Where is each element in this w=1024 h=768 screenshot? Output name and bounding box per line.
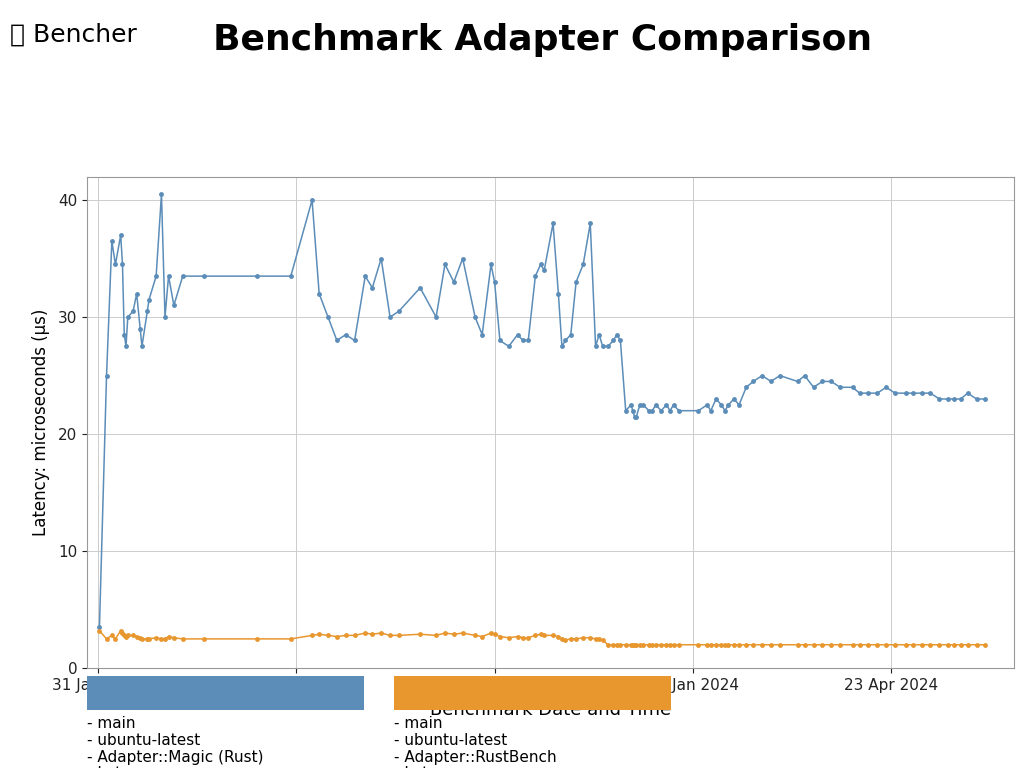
Text: - ubuntu-latest: - ubuntu-latest — [87, 733, 201, 748]
Text: 🐰 Bencher: 🐰 Bencher — [10, 23, 137, 47]
Text: - Adapter::RustBench: - Adapter::RustBench — [394, 750, 557, 765]
Text: Benchmark Adapter Comparison: Benchmark Adapter Comparison — [213, 23, 872, 57]
Y-axis label: Latency: microseconds (μs): Latency: microseconds (μs) — [32, 309, 49, 536]
Text: - Latency: - Latency — [394, 766, 465, 768]
Text: - main: - main — [394, 716, 442, 731]
Text: - Latency: - Latency — [87, 766, 158, 768]
Text: - ubuntu-latest: - ubuntu-latest — [394, 733, 508, 748]
X-axis label: Benchmark Date and Time: Benchmark Date and Time — [430, 701, 671, 719]
Text: - main: - main — [87, 716, 135, 731]
Text: - Adapter::Magic (Rust): - Adapter::Magic (Rust) — [87, 750, 263, 765]
